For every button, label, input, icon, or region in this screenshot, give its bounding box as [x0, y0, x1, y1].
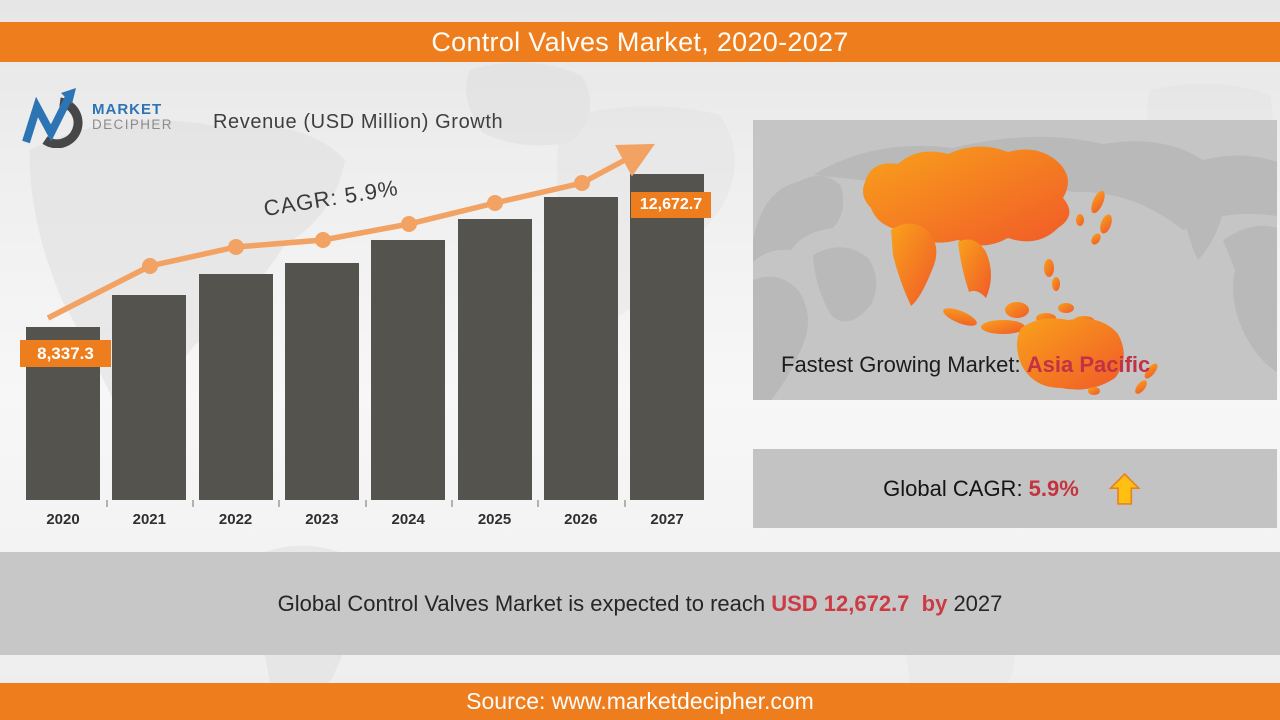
summary-highlight: USD 12,672.7 by	[771, 590, 954, 616]
year-label-2027: 2027	[650, 511, 684, 528]
bar-2021	[112, 295, 187, 500]
summary-text: Global Control Valves Market is expected…	[278, 591, 1003, 617]
year-label-2023: 2023	[305, 511, 339, 528]
callout-2020-value: 8,337.3	[20, 340, 111, 367]
map-caption-highlight: Asia Pacific	[1026, 352, 1151, 377]
year-label-2021: 2021	[132, 511, 166, 528]
chart-title: Revenue (USD Million) Growth	[213, 111, 504, 133]
summary-banner: Global Control Valves Market is expected…	[0, 552, 1280, 655]
year-label-2020: 2020	[46, 511, 80, 528]
logo: MARKET DECIPHER	[20, 86, 190, 148]
cagr-label: Global CAGR:	[883, 475, 1029, 501]
bar-2025	[457, 219, 532, 500]
bar-2022	[198, 274, 273, 500]
brand-market: MARKET	[92, 101, 163, 119]
callout-2027-value: 12,672.7	[631, 192, 711, 218]
source-text: Source: www.marketdecipher.com	[466, 688, 814, 714]
world-map	[753, 136, 1277, 400]
map-panel: Fastest Growing Market: Asia Pacific	[753, 120, 1277, 400]
cagr-text: Global CAGR: 5.9%	[883, 476, 1079, 502]
bar-2027	[630, 174, 705, 500]
brand-decipher: DECIPHER	[92, 116, 173, 132]
axis-tick	[451, 500, 453, 507]
year-label-2024: 2024	[391, 511, 425, 528]
footer-bar: Source: www.marketdecipher.com	[0, 683, 1280, 720]
bar-2024	[371, 240, 446, 500]
summary-prefix: Global Control Valves Market is expected…	[277, 590, 772, 616]
axis-tick	[537, 500, 540, 507]
axis-tick	[105, 500, 108, 507]
axis-tick	[192, 500, 195, 507]
axis-tick	[364, 500, 367, 507]
page-title: Control Valves Market, 2020-2027	[431, 26, 849, 57]
up-arrow-icon	[1108, 472, 1141, 505]
map-caption-prefix: Fastest Growing Market:	[781, 352, 1027, 377]
bar-2023	[284, 263, 359, 500]
header-bar: Control Valves Market, 2020-2027	[0, 22, 1280, 62]
year-label-2022: 2022	[218, 511, 253, 528]
axis-tick	[278, 500, 281, 507]
asia-pacific-region	[863, 146, 1158, 395]
axis-tick	[623, 500, 626, 507]
summary-suffix: 2027	[953, 590, 1003, 616]
bar-chart: 2020 2021 2022 2023 2024 2025 2026 2027	[26, 170, 708, 528]
cagr-value: 5.9%	[1028, 475, 1079, 501]
cagr-panel: Global CAGR: 5.9%	[753, 449, 1277, 528]
bar-2026	[543, 197, 618, 500]
year-label-2026: 2026	[564, 511, 598, 528]
logo-mark-icon	[22, 88, 83, 148]
year-label-2025: 2025	[477, 511, 512, 528]
map-caption: Fastest Growing Market: Asia Pacific	[781, 352, 1150, 378]
